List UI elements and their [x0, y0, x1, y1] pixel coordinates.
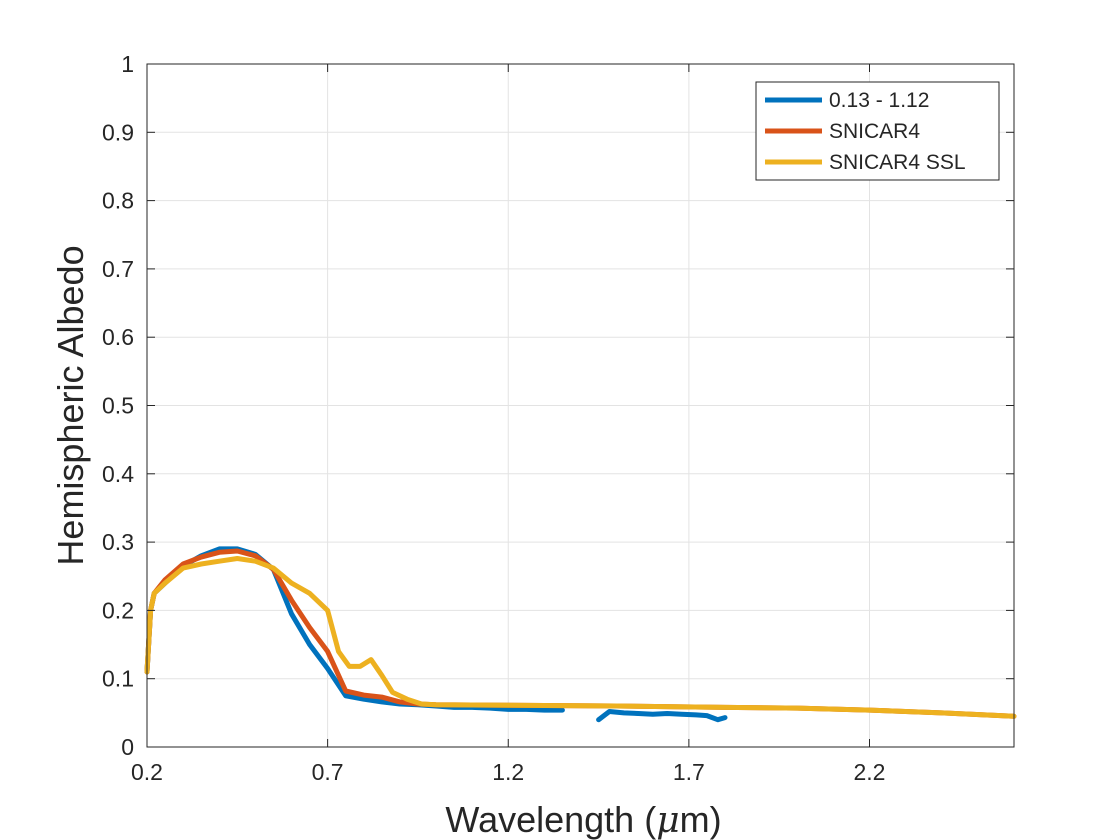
x-axis-label: Wavelength (μm) — [445, 799, 721, 840]
y-tick-label: 0.4 — [102, 461, 134, 487]
legend-label-3: SNICAR4 SSL — [829, 151, 966, 174]
plot-series — [144, 546, 1017, 723]
x-tick-label: 1.7 — [673, 759, 705, 785]
legend-label-1: 0.13 - 1.12 — [829, 89, 929, 112]
x-tick-label: 1.2 — [492, 759, 524, 785]
y-tick-label: 0.1 — [102, 666, 134, 692]
y-axis-label: Hemispheric Albedo — [50, 245, 91, 565]
legend: 0.13 - 1.12 SNICAR4 SNICAR4 SSL — [755, 81, 1000, 181]
x-axis-label-end: m) — [680, 799, 722, 840]
y-tick-label: 0.3 — [102, 529, 134, 555]
x-tick-label: 0.7 — [312, 759, 344, 785]
y-tick-label: 0 — [121, 734, 134, 760]
series-line-1-segment-1 — [144, 546, 565, 713]
x-axis-label-mu: μ — [656, 800, 679, 840]
series-line-2-segment-1 — [144, 548, 1017, 719]
y-tick-label: 0.8 — [102, 188, 134, 214]
series-line-1-segment-2 — [596, 709, 728, 723]
axis-ticks: 0.2 0.7 1.2 1.7 2.2 0 0.1 0.2 0.3 0.4 0.5 0.6 0.7 0.8… — [102, 51, 1014, 785]
legend-label-2: SNICAR4 — [829, 120, 920, 143]
x-axis-label-start: Wavelength ( — [445, 799, 656, 840]
series-line-3-segment-1 — [144, 556, 1017, 719]
x-tick-label: 2.2 — [854, 759, 886, 785]
y-tick-label: 1 — [121, 51, 134, 77]
y-tick-label: 0.6 — [102, 324, 134, 350]
y-tick-label: 0.9 — [102, 119, 134, 145]
x-tick-label: 0.2 — [131, 759, 163, 785]
y-tick-label: 0.5 — [102, 393, 134, 419]
y-tick-label: 0.7 — [102, 256, 134, 282]
y-tick-label: 0.2 — [102, 597, 134, 623]
